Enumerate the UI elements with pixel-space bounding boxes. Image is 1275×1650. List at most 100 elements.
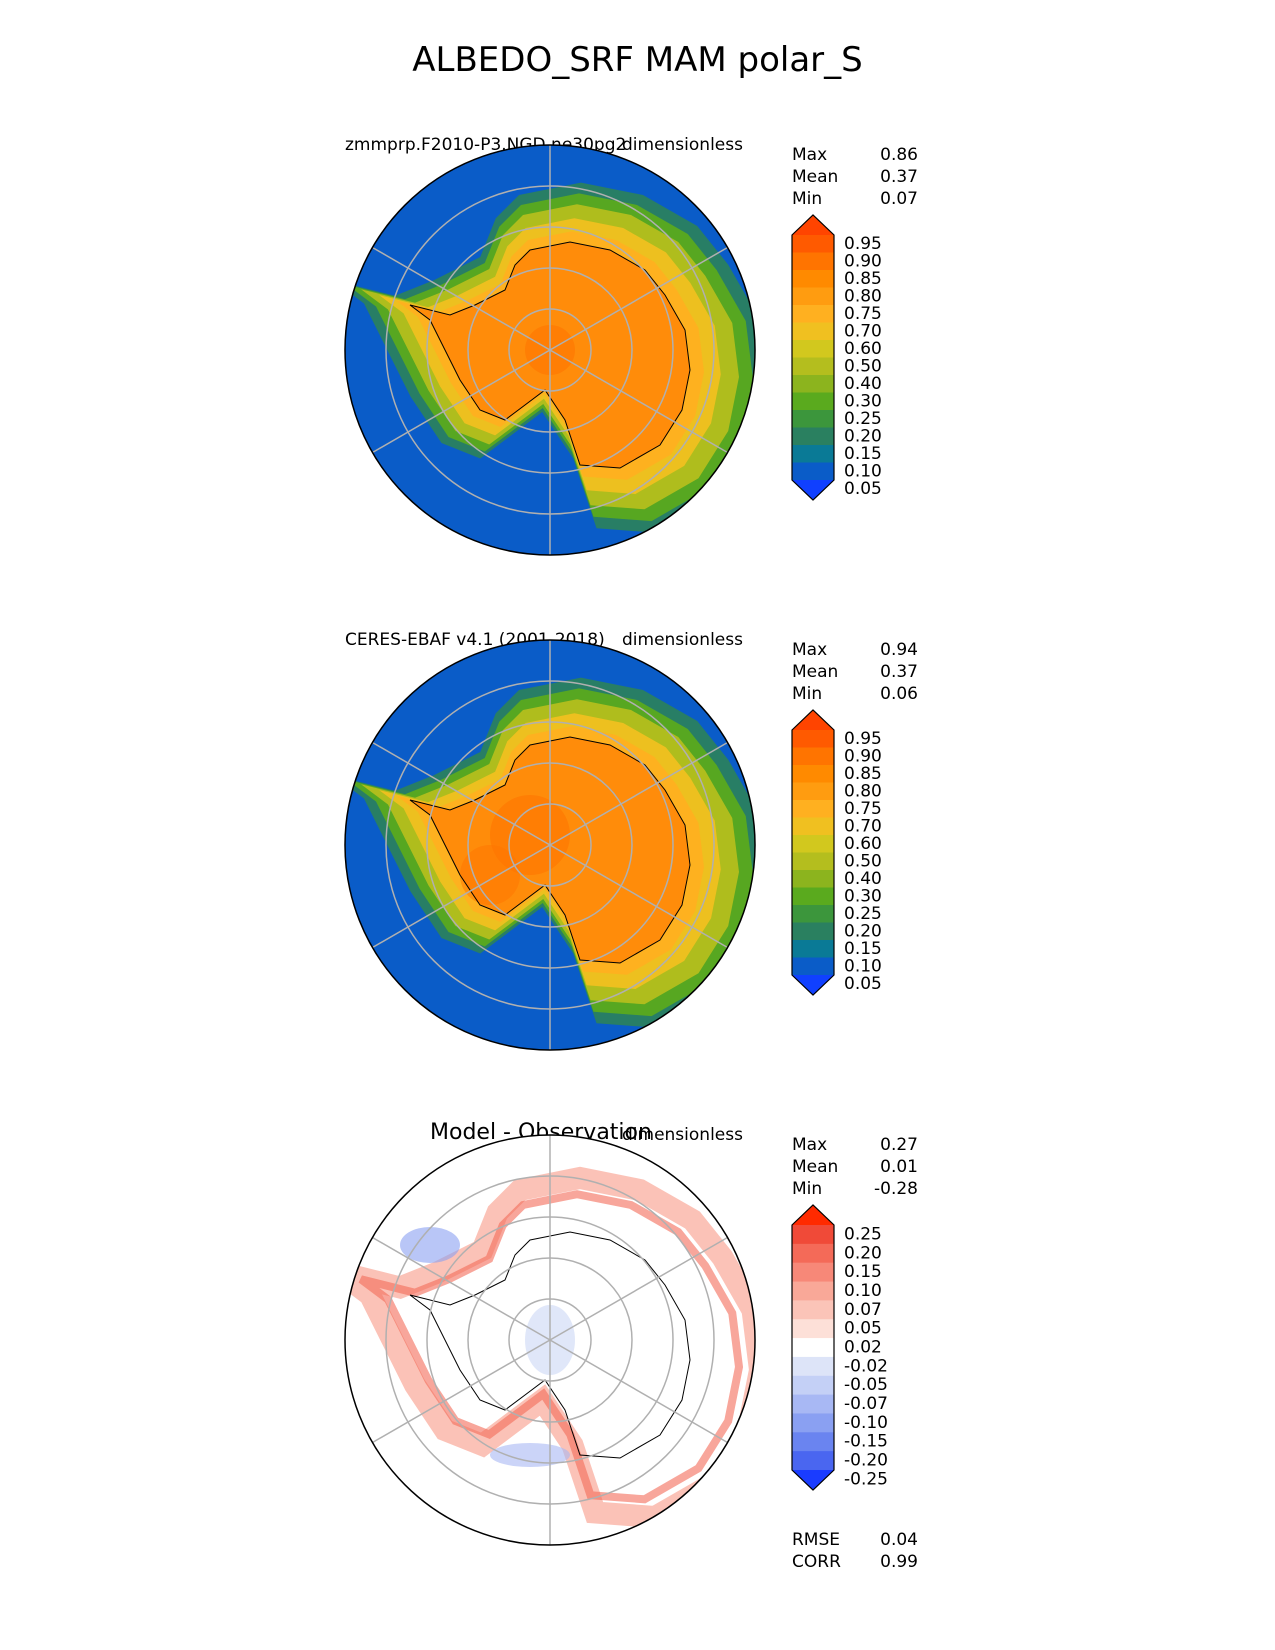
colorbar-tick-label: 0.95	[844, 729, 882, 749]
meridian-line	[372, 1236, 551, 1341]
stat-value-min: -0.28	[874, 1179, 918, 1199]
colorbar-tick-label: 0.15	[844, 444, 882, 464]
polar-map-svg: 0.950.900.850.800.750.700.600.500.400.30…	[344, 144, 882, 556]
colorbar-tick-label: 0.60	[844, 834, 882, 854]
polar-grid	[372, 145, 728, 555]
colorbar-tick-label: 0.25	[844, 409, 882, 429]
colorbar-tick-label: 0.70	[844, 816, 882, 836]
panel-units-label: dimensionless	[622, 135, 743, 155]
colorbar-tick-label: -0.05	[844, 1375, 888, 1395]
colorbar-extend-bottom	[792, 480, 834, 500]
stat-value-max: 0.27	[880, 1135, 918, 1155]
polar-map-svg: 0.950.900.850.800.750.700.600.500.400.30…	[344, 639, 882, 1051]
colorbar-tick-label: 0.50	[844, 356, 882, 376]
colorbar-segment	[792, 1225, 834, 1245]
stat-value-min: 0.06	[880, 684, 918, 704]
colorbar-segment	[792, 392, 834, 411]
meridian-line	[549, 349, 728, 454]
colorbar-tick-label: 0.05	[844, 1319, 882, 1339]
colorbar-segment	[792, 340, 834, 358]
colorbar-tick-label: 0.20	[844, 426, 882, 446]
stat-name-min: Min	[792, 1179, 823, 1199]
colorbar-tick-label: 0.20	[844, 1243, 882, 1263]
colorbar-outline	[791, 709, 835, 996]
colorbar-tick-label: 0.60	[844, 339, 882, 359]
colorbar-segment	[792, 905, 834, 923]
stat-name-max: Max	[792, 145, 828, 165]
colorbar-segment	[792, 1243, 834, 1264]
positive-ring	[358, 1190, 744, 1504]
meridian-line	[549, 246, 728, 351]
map-boundary	[344, 639, 756, 1051]
colorbar-segment	[792, 730, 834, 748]
colorbar-segment	[792, 1451, 834, 1471]
colorbar-segment	[792, 1432, 834, 1452]
colorbar-extend-top	[792, 215, 834, 235]
meridian-line	[549, 1339, 728, 1444]
colorbar-tick-label: 0.30	[844, 886, 882, 906]
colorbar-segment	[792, 870, 834, 888]
polar-grid	[372, 1135, 728, 1545]
colorbar-tick-label: -0.15	[844, 1432, 888, 1452]
figure-title: ALBEDO_SRF MAM polar_S	[412, 40, 863, 80]
colorbar-tick-label: 0.80	[844, 286, 882, 306]
polar-map-svg: 0.250.200.150.100.070.050.02-0.02-0.05-0…	[344, 1134, 888, 1546]
colorbar-tick-label: 0.90	[844, 251, 882, 271]
colorbar-segment	[792, 1319, 834, 1339]
colorbar-segment	[792, 747, 834, 766]
map-boundary	[344, 144, 756, 556]
stat-value-max: 0.94	[880, 640, 918, 660]
stat-name-corr: CORR	[792, 1552, 841, 1572]
colorbar-tick-label: 0.02	[844, 1338, 882, 1358]
stat-value-mean: 0.37	[880, 662, 918, 682]
panel-model: zmmprp.F2010-P3.NGD.ne30pg2 dimensionles…	[0, 120, 1275, 620]
colorbar-segment	[792, 1394, 834, 1414]
colorbar-segment	[792, 410, 834, 428]
meridian-line	[372, 349, 551, 454]
colorbar-segment	[792, 922, 834, 941]
colorbar-tick-label: 0.15	[844, 1262, 882, 1282]
panel-observation: CERES-EBAF v4.1 (2001-2018) dimensionles…	[0, 615, 1275, 1115]
colorbar-tick-label: -0.07	[844, 1394, 888, 1414]
colorbar-segment	[792, 957, 834, 976]
colorbar-extend-top	[792, 710, 834, 730]
colorbar-tick-label: 0.40	[844, 869, 882, 889]
meridian-line	[372, 1339, 551, 1444]
colorbar-segment	[792, 375, 834, 393]
stat-value-mean: 0.01	[880, 1157, 918, 1177]
stat-value-rmse: 0.04	[880, 1530, 918, 1550]
colorbar-segment	[792, 1356, 834, 1377]
colorbar-tick-label: 0.85	[844, 269, 882, 289]
colorbar-tick-label: 0.50	[844, 851, 882, 871]
colorbar-tick-label: 0.10	[844, 1281, 882, 1301]
colorbar: 0.950.900.850.800.750.700.600.500.400.30…	[791, 214, 882, 501]
map-boundary	[344, 1134, 756, 1546]
colorbar-tick-label: 0.05	[844, 974, 882, 994]
colorbar: 0.950.900.850.800.750.700.600.500.400.30…	[791, 709, 882, 996]
colorbar-segment	[792, 427, 834, 446]
colorbar-segment	[792, 852, 834, 871]
meridian-line	[372, 741, 551, 846]
colorbar: 0.250.200.150.100.070.050.02-0.02-0.05-0…	[791, 1204, 888, 1491]
stat-value-min: 0.07	[880, 189, 918, 209]
colorbar-segment	[792, 782, 834, 801]
colorbar-tick-label: 0.70	[844, 321, 882, 341]
colorbar-tick-label: 0.40	[844, 374, 882, 394]
polar-grid	[372, 640, 728, 1050]
colorbar-segment	[792, 252, 834, 271]
stat-name-rmse: RMSE	[792, 1530, 841, 1550]
colorbar-outline	[791, 214, 835, 501]
high-albedo-patch	[460, 845, 520, 905]
colorbar-segment	[792, 305, 834, 323]
colorbar-tick-label: 0.10	[844, 956, 882, 976]
meridian-line	[549, 741, 728, 846]
colorbar-segment	[792, 817, 834, 836]
colorbar-tick-label: 0.75	[844, 304, 882, 324]
colorbar-outline	[791, 1204, 835, 1491]
colorbar-segment	[792, 835, 834, 853]
panel-units-label: dimensionless	[622, 1125, 743, 1145]
colorbar-tick-label: 0.15	[844, 939, 882, 959]
stat-name-mean: Mean	[792, 1157, 839, 1177]
colorbar-tick-label: 0.25	[844, 1224, 882, 1244]
stat-value-mean: 0.37	[880, 167, 918, 187]
